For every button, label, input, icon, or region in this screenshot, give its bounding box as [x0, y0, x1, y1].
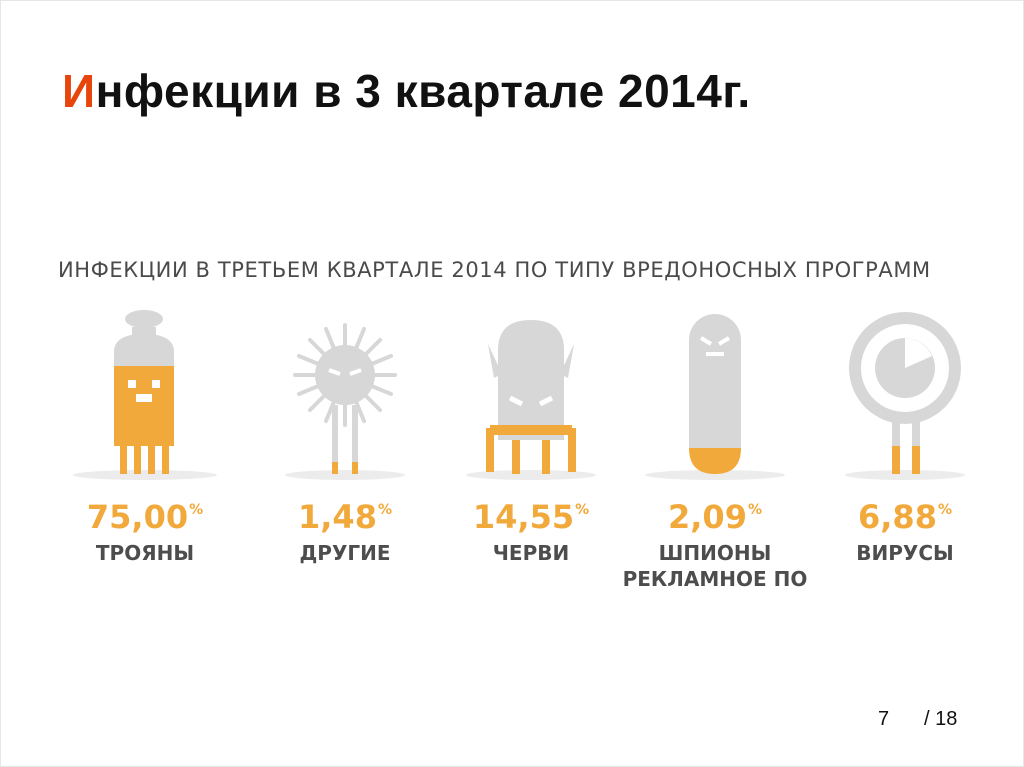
page-current: 7	[878, 708, 890, 730]
spyware-character-icon	[645, 314, 785, 480]
title-first-letter: И	[62, 65, 96, 117]
stat-label: ВИРУСЫ	[856, 541, 954, 565]
stat-value: 1,48%	[298, 498, 392, 536]
virus-character-icon	[845, 312, 965, 480]
stat-label: ЧЕРВИ	[492, 541, 570, 565]
slide-title: Инфекции в 3 квартале 2014г.	[62, 64, 751, 118]
trojan-character-icon	[73, 310, 217, 480]
stat-label: ШПИОНЫ	[658, 541, 772, 565]
stat-label: ДРУГИЕ	[299, 541, 391, 565]
stat-worms: 14,55% ЧЕРВИ	[436, 498, 626, 566]
stat-viruses: 6,88% ВИРУСЫ	[810, 498, 1000, 566]
stat-value: 75,00%	[86, 498, 204, 536]
infographic-subtitle: ИНФЕКЦИИ В ТРЕТЬЕМ КВАРТАЛЕ 2014 ПО ТИПУ…	[58, 258, 931, 282]
stat-other: 1,48% ДРУГИЕ	[250, 498, 440, 566]
characters-illustration	[73, 310, 965, 480]
stat-value: 2,09%	[668, 498, 762, 536]
stat-spyware: 2,09% ШПИОНЫ РЕКЛАМНОЕ ПО	[620, 498, 810, 592]
stat-value: 6,88%	[858, 498, 952, 536]
page-total: / 18	[924, 708, 958, 730]
stat-trojans: 75,00% ТРОЯНЫ	[50, 498, 240, 566]
stat-label: ТРОЯНЫ	[95, 541, 195, 565]
worm-character-icon	[466, 320, 596, 480]
stat-value: 14,55%	[472, 498, 590, 536]
title-rest: нфекции в 3 квартале 2014г.	[95, 65, 751, 117]
stat-label-second-line: РЕКЛАМНОЕ ПО	[622, 567, 808, 591]
other-spiky-character-icon	[285, 323, 405, 480]
